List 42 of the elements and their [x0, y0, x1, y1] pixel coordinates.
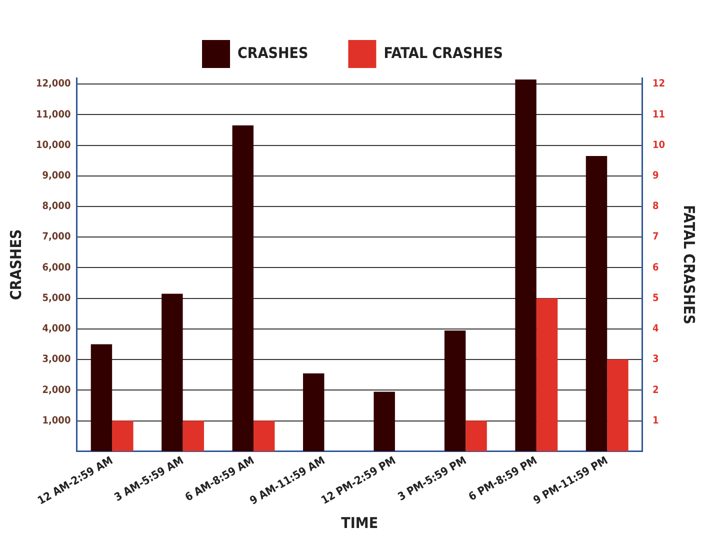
y2-tick-label: 6: [652, 262, 659, 274]
bar: [112, 420, 134, 452]
y2-tick-label: 10: [652, 140, 666, 151]
y2-tick-label: 8: [652, 201, 659, 212]
y-tick-label: 7,000: [42, 232, 71, 243]
bar: [444, 330, 466, 452]
y-axis-title: CRASHES: [6, 229, 25, 300]
legend-label: CRASHES: [238, 44, 308, 62]
y-tick-label: 1,000: [42, 415, 71, 426]
y2-tick-label: 11: [652, 109, 666, 120]
bar: [466, 420, 487, 452]
y-tick-label: 9,000: [42, 170, 71, 182]
y2-axis-title: FATAL CRASHES: [680, 205, 698, 324]
bar: [254, 420, 275, 452]
y2-tick-label: 7: [652, 232, 659, 243]
y2-tick-label: 1: [652, 415, 659, 426]
y-tick-label: 12,000: [36, 78, 71, 90]
bar: [303, 373, 324, 452]
y2-tick-label: 5: [652, 292, 659, 304]
bar: [586, 156, 608, 452]
bar: [607, 360, 628, 452]
y2-tick-label: 2: [652, 384, 659, 396]
y-tick-label: 5,000: [42, 292, 71, 304]
y-tick-label: 8,000: [42, 201, 71, 212]
legend-label: FATAL CRASHES: [384, 44, 503, 62]
y-tick-label: 11,000: [36, 109, 71, 120]
y2-tick-label: 3: [652, 354, 659, 366]
bar: [182, 420, 204, 452]
y-tick-label: 4,000: [42, 324, 71, 335]
y2-tick-label: 4: [652, 324, 659, 335]
y-tick-label: 10,000: [36, 140, 71, 151]
bar: [374, 392, 395, 452]
y2-tick-label: 12: [652, 78, 666, 90]
y-tick-label: 3,000: [42, 354, 71, 366]
bar: [515, 80, 536, 452]
y-tick-label: 6,000: [42, 262, 71, 274]
bar: [232, 125, 254, 452]
y2-tick-label: 9: [652, 170, 659, 182]
bar: [90, 344, 112, 452]
x-axis-title: TIME: [341, 514, 378, 532]
bar: [162, 294, 183, 452]
y-tick-label: 2,000: [42, 384, 71, 396]
